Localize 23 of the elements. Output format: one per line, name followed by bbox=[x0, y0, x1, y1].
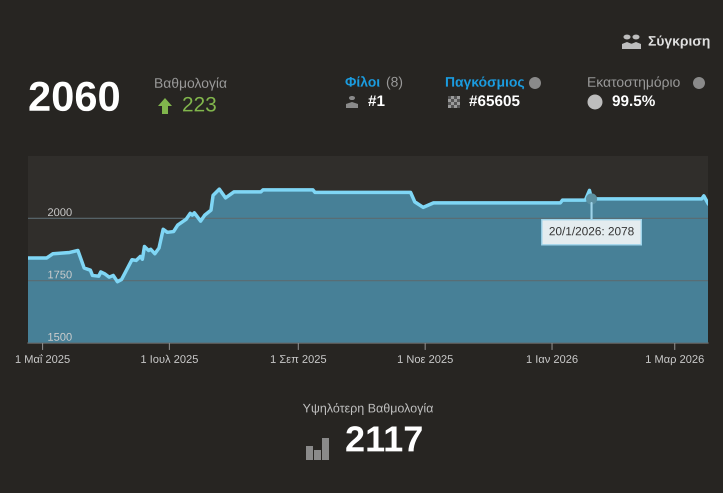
x-tick-label: 1 Ιαν 2026 bbox=[526, 355, 578, 363]
text: Βαθμολογία bbox=[155, 77, 227, 91]
text: Φίλοι bbox=[345, 76, 380, 87]
text: 2117 bbox=[346, 426, 422, 452]
text: Παγκόσμιος bbox=[446, 76, 524, 90]
text: #1 bbox=[368, 95, 385, 106]
y-tick-label: 1750 bbox=[48, 270, 72, 278]
text: Υψηλότερη Βαθμολογία bbox=[302, 402, 434, 416]
text: Εκατοστημόριο bbox=[588, 76, 680, 90]
x-tick-label: 1 Νοε 2025 bbox=[398, 355, 453, 363]
y-tick-label: 1500 bbox=[48, 332, 72, 341]
x-tick-label: 1 Ιουλ 2025 bbox=[141, 354, 198, 363]
text: #65605 bbox=[469, 95, 520, 106]
text: (8) bbox=[386, 76, 402, 90]
annotation: 20/1/2026: 2078 bbox=[549, 226, 634, 236]
y-tick-label: 2000 bbox=[48, 208, 72, 216]
x-tick-label: 1 Μαρ 2026 bbox=[646, 355, 704, 366]
text: Σύγκριση bbox=[648, 35, 710, 49]
text: 2060 bbox=[29, 82, 119, 112]
text: 99.5% bbox=[612, 95, 655, 106]
x-tick-label: 1 Μαΐ 2025 bbox=[16, 354, 70, 363]
x-tick-label: 1 Σεπ 2025 bbox=[270, 355, 326, 363]
text: 223 bbox=[183, 96, 216, 112]
